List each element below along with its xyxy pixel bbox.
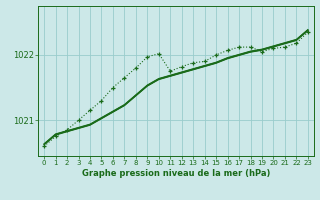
X-axis label: Graphe pression niveau de la mer (hPa): Graphe pression niveau de la mer (hPa) [82, 169, 270, 178]
